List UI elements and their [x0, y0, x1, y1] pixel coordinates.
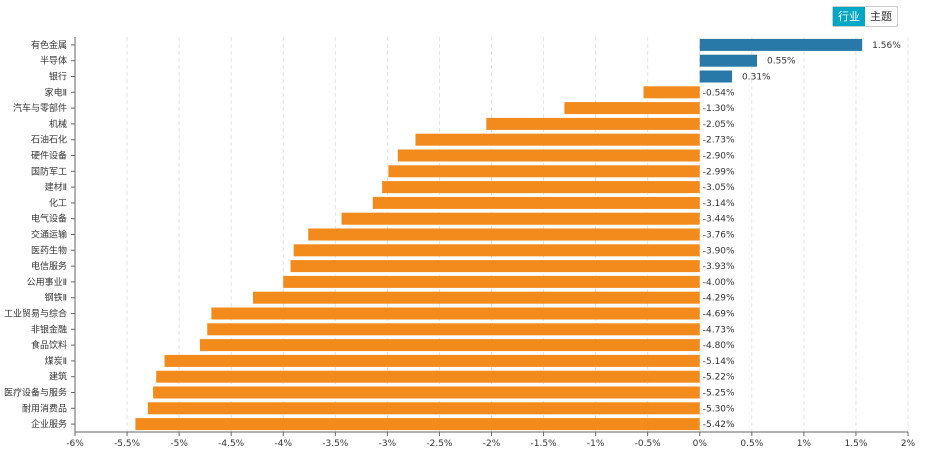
category-label: 化工	[49, 197, 67, 209]
bar	[147, 402, 700, 415]
x-tick-label: -3.5%	[322, 439, 349, 449]
bar	[199, 339, 700, 352]
bar	[153, 386, 700, 399]
bar	[372, 196, 700, 209]
data-label: -3.44%	[703, 215, 735, 225]
bar	[382, 181, 700, 194]
data-label: -4.00%	[703, 278, 735, 288]
bar	[486, 117, 700, 130]
category-label: 食品饮料	[31, 339, 67, 351]
data-label: 1.56%	[872, 41, 901, 51]
data-label: -2.05%	[703, 120, 735, 130]
data-label: -3.05%	[703, 183, 735, 193]
x-tick-label: 1.5%	[845, 439, 868, 449]
category-label: 国防军工	[31, 165, 67, 177]
bar	[156, 370, 700, 383]
category-label: 银行	[49, 71, 67, 83]
category-label: 石油石化	[31, 134, 67, 146]
category-label: 耐用消费品	[22, 402, 67, 414]
category-label: 汽车与零部件	[13, 102, 67, 114]
category-label: 医疗设备与服务	[4, 387, 67, 399]
data-label: -4.29%	[703, 294, 735, 304]
category-label: 建筑	[49, 371, 67, 383]
bar	[207, 323, 700, 336]
bar	[388, 165, 700, 178]
x-tick-label: -2%	[483, 439, 501, 449]
category-label: 交通运输	[31, 229, 67, 241]
data-label: -4.69%	[703, 310, 735, 320]
data-label: -3.93%	[703, 262, 735, 272]
bar	[135, 418, 700, 431]
x-tick-label: 0%	[693, 439, 708, 449]
bar	[164, 354, 700, 367]
data-label: -3.76%	[703, 231, 735, 241]
bar	[308, 228, 700, 241]
category-label: 公用事业Ⅱ	[27, 276, 67, 288]
x-tick-label: -2.5%	[426, 439, 453, 449]
bar	[211, 307, 700, 320]
category-label: 工业贸易与综合	[4, 308, 67, 320]
x-tick-label: 2%	[901, 439, 916, 449]
data-label: -2.90%	[703, 152, 735, 162]
data-label: -5.14%	[703, 357, 735, 367]
data-label: -3.90%	[703, 246, 735, 256]
data-label: -1.30%	[703, 104, 735, 114]
data-label: -2.73%	[703, 136, 735, 146]
x-tick-label: -1%	[587, 439, 605, 449]
category-label: 半导体	[40, 55, 67, 67]
x-tick-label: 1%	[797, 439, 812, 449]
data-label: -0.54%	[703, 88, 735, 98]
data-label: 0.55%	[767, 57, 796, 67]
category-label: 钢铁Ⅱ	[45, 292, 67, 304]
category-label: 电信服务	[31, 260, 67, 272]
x-tick-label: -4.5%	[218, 439, 245, 449]
bar	[397, 149, 700, 162]
category-label: 有色金属	[31, 39, 67, 51]
view-toggle[interactable]: 行业 主题	[832, 6, 898, 27]
bar	[699, 70, 733, 83]
tab-theme[interactable]: 主题	[870, 10, 892, 23]
bar	[290, 260, 700, 273]
x-tick-label: -5.5%	[114, 439, 141, 449]
category-label: 非银金融	[31, 323, 67, 335]
data-label: -5.42%	[703, 420, 735, 430]
x-tick-label: -4%	[274, 439, 292, 449]
x-tick-label: -0.5%	[635, 439, 662, 449]
category-label: 电气设备	[31, 213, 67, 225]
data-label: -4.80%	[703, 341, 735, 351]
bar	[253, 291, 700, 304]
data-label: -5.22%	[703, 373, 735, 383]
x-tick-label: 0.5%	[740, 439, 763, 449]
data-label: -5.30%	[703, 404, 735, 414]
data-label: -4.73%	[703, 325, 735, 335]
bar	[643, 86, 700, 99]
data-label: -5.25%	[703, 389, 735, 399]
category-label: 建材Ⅱ	[45, 181, 67, 193]
category-label: 企业服务	[31, 418, 67, 430]
category-label: 医药生物	[31, 244, 67, 256]
bar	[283, 275, 700, 288]
bar	[699, 54, 758, 67]
category-label: 机械	[49, 118, 67, 130]
bar	[293, 244, 700, 257]
data-label: -3.14%	[703, 199, 735, 209]
x-tick-label: -6%	[66, 439, 84, 449]
tab-industry[interactable]: 行业	[833, 7, 865, 26]
x-tick-label: -5%	[170, 439, 188, 449]
x-tick-label: -1.5%	[531, 439, 558, 449]
bar	[341, 212, 700, 225]
bar	[564, 102, 700, 115]
x-tick-label: -3%	[379, 439, 397, 449]
bar	[415, 133, 700, 146]
category-label: 家电Ⅱ	[45, 86, 67, 98]
data-label: 0.31%	[742, 73, 771, 83]
bar	[699, 38, 863, 51]
data-label: -2.99%	[703, 167, 735, 177]
category-label: 硬件设备	[31, 150, 67, 162]
category-label: 煤炭Ⅱ	[45, 355, 67, 367]
